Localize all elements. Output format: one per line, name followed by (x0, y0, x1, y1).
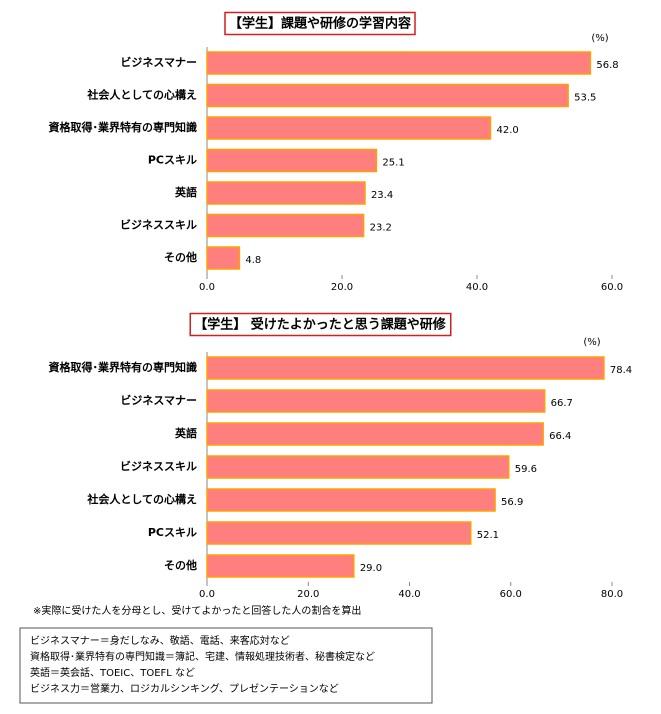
x-tick-label: 0.0 (199, 589, 215, 600)
bar (206, 213, 365, 238)
category-label: 社会人としての心構え (86, 88, 197, 102)
x-tick-label: 40.0 (466, 282, 488, 293)
bar (206, 181, 366, 205)
x-tick-label: 20.0 (297, 589, 319, 600)
category-label: 資格取得･業界特有の専門知識 (49, 360, 198, 374)
footnote: ※実際に受けた人を分母とし、受けてよかったと回答した人の割合を算出 (33, 604, 361, 617)
value-label: 66.4 (549, 431, 571, 442)
category-label: その他 (164, 558, 197, 572)
category-label: 英語 (174, 185, 197, 199)
bar (206, 488, 496, 512)
x-tick-label: 60.0 (601, 282, 623, 293)
bar (206, 83, 569, 108)
category-label: ビジネススキル (120, 218, 197, 232)
category-label: ビジネスマナー (120, 393, 197, 407)
note-line: 英語＝英会話、TOEIC、TOEFL など (30, 666, 195, 679)
note-line: ビジネスマナー＝身だしなみ、敬語、電話、来客応対など (30, 634, 290, 647)
bar (206, 246, 241, 270)
value-label: 29.0 (360, 563, 382, 574)
bar (206, 422, 544, 446)
value-label: 42.0 (497, 125, 519, 136)
bar (206, 521, 472, 545)
x-tick-label: 40.0 (398, 589, 420, 600)
value-label: 25.1 (382, 158, 404, 169)
title-box (224, 11, 416, 36)
unit-label: (%) (583, 337, 600, 348)
bar (206, 148, 378, 173)
value-label: 23.4 (371, 190, 393, 201)
notes-box (19, 627, 433, 704)
value-label: 52.1 (477, 530, 499, 541)
x-tick-label: 80.0 (601, 589, 623, 600)
category-label: 英語 (174, 426, 197, 440)
value-label: 66.7 (551, 398, 573, 409)
value-label: 78.4 (610, 365, 632, 376)
category-label: その他 (164, 250, 197, 264)
bar (206, 356, 605, 380)
category-label: 社会人としての心構え (86, 492, 197, 506)
x-tick-label: 20.0 (331, 282, 353, 293)
x-tick-label: 0.0 (199, 282, 215, 293)
category-label: 資格取得･業界特有の専門知識 (49, 120, 198, 134)
bar (206, 116, 492, 140)
bar (206, 455, 510, 479)
title-box (189, 312, 452, 337)
chart-title: 【学生】課題や研修の学習内容 (229, 16, 411, 32)
category-label: ビジネススキル (120, 459, 197, 473)
note-line: ビジネス力＝営業力、ロジカルシンキング、プレゼンテーションなど (30, 682, 339, 695)
value-label: 53.5 (574, 93, 596, 104)
bar (206, 554, 355, 578)
category-label: ビジネスマナー (120, 55, 197, 69)
chart-title: 【学生】 受けたよかったと思う課題や研修 (194, 317, 447, 333)
bar (206, 51, 592, 75)
category-label: PCスキル (148, 526, 197, 539)
category-label: PCスキル (148, 154, 197, 167)
note-line: 資格取得･業界特有の専門知識＝簿記、宅建、情報処理技術者、秘書検定など (30, 650, 375, 663)
value-label: 23.2 (370, 223, 392, 234)
unit-label: (%) (591, 33, 608, 44)
value-label: 56.8 (596, 60, 618, 71)
x-tick-label: 60.0 (500, 589, 522, 600)
bar (206, 389, 546, 413)
value-label: 4.8 (245, 255, 261, 266)
value-label: 56.9 (501, 497, 523, 508)
value-label: 59.6 (515, 464, 537, 475)
